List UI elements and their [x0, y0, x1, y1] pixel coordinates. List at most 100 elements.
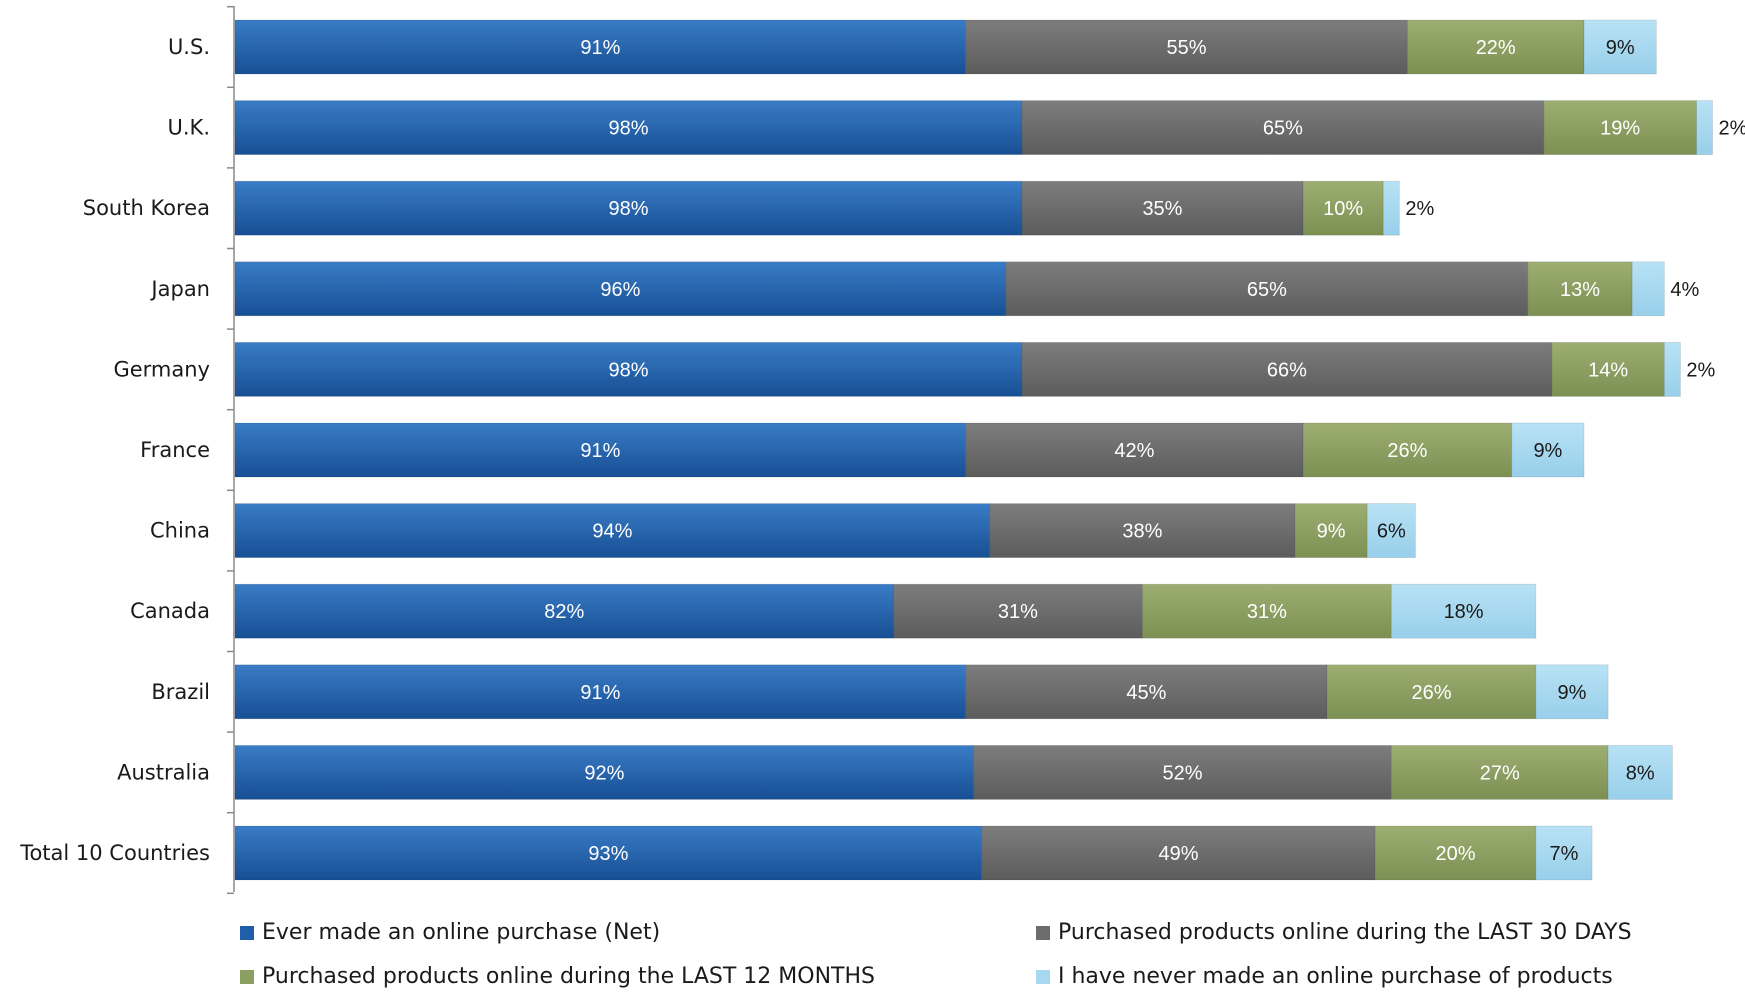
data-label: 91% [580, 440, 620, 462]
bar-segment-ever-purchased [234, 583, 894, 639]
data-label: 13% [1560, 279, 1600, 301]
bar-segment-last-12-months [1302, 422, 1513, 478]
category-label: Brazil [151, 680, 210, 704]
data-label: 9% [1317, 521, 1346, 543]
data-label: 19% [1600, 118, 1640, 140]
bar-segment-last-30-days [973, 745, 1392, 800]
data-label: 38% [1122, 521, 1162, 543]
y-axis [227, 5, 235, 895]
category-label: China [150, 519, 210, 543]
legend-label: I have never made an online purchase of … [1058, 964, 1613, 989]
category-label: U.K. [168, 116, 211, 140]
bar-segment-ever-purchased [234, 825, 983, 881]
category-label: Germany [113, 357, 210, 381]
data-label: 31% [1247, 601, 1287, 623]
bar-segment-ever-purchased [234, 745, 975, 800]
bar-segment-never-purchased [1511, 422, 1585, 478]
bar-segment-last-30-days [965, 19, 1408, 75]
legend-swatch [1036, 925, 1050, 940]
category-label: Total 10 Countries [19, 841, 210, 865]
data-label: 49% [1159, 843, 1199, 865]
bar-segment-last-12-months [1543, 100, 1697, 155]
bar-segment-never-purchased [1583, 19, 1657, 75]
data-label: 98% [608, 359, 648, 381]
category-label: Australia [117, 760, 210, 784]
data-label: 65% [1263, 118, 1303, 140]
data-label: 96% [600, 279, 640, 301]
category-label: South Korea [83, 196, 210, 220]
category-label: Canada [130, 599, 210, 623]
data-label: 10% [1323, 198, 1363, 220]
bar-segment-never-purchased [1382, 180, 1400, 236]
bar-segment-ever-purchased [234, 341, 1023, 397]
data-label: 98% [608, 118, 648, 140]
data-label: 82% [544, 601, 584, 623]
data-label: 2% [1719, 118, 1745, 140]
bar-segment-last-30-days [1021, 100, 1545, 155]
legend-item-never-purchased: I have never made an online purchase of … [1036, 964, 1613, 989]
data-label: 91% [580, 37, 620, 59]
bar-segment-never-purchased [1366, 503, 1416, 559]
data-label: 42% [1114, 440, 1154, 462]
bar-segment-last-30-days [893, 583, 1143, 639]
data-label: 26% [1411, 682, 1451, 704]
data-label: 20% [1436, 843, 1476, 865]
data-label: 9% [1558, 682, 1587, 704]
bars [234, 19, 1713, 881]
data-label: 35% [1142, 198, 1182, 220]
legend-item-last-30-days: Purchased products online during the LAS… [1036, 920, 1632, 945]
data-label: 14% [1588, 359, 1628, 381]
bar-segment-last-30-days [989, 503, 1296, 559]
bar-segment-ever-purchased [234, 100, 1023, 155]
legend-item-last-12-months: Purchased products online during the LAS… [240, 964, 875, 989]
bar-segment-last-12-months [1302, 180, 1384, 236]
data-label: 31% [998, 601, 1038, 623]
bar-segment-never-purchased [1696, 100, 1713, 155]
bar-segment-last-12-months [1527, 261, 1633, 317]
data-label: 27% [1480, 762, 1520, 784]
data-label: 65% [1247, 279, 1287, 301]
bar-segment-last-30-days [1005, 261, 1529, 317]
category-label: France [140, 438, 210, 462]
bar-segment-last-12-months [1551, 341, 1665, 397]
data-label: 2% [1686, 359, 1715, 381]
legend-swatch [240, 925, 254, 940]
data-label: 18% [1444, 601, 1484, 623]
bar-segment-last-12-months [1374, 825, 1537, 881]
bar-segment-never-purchased [1535, 825, 1593, 881]
bar-segment-last-30-days [981, 825, 1376, 881]
data-label: 9% [1533, 440, 1562, 462]
bar-segment-last-12-months [1390, 745, 1609, 800]
category-label: U.S. [168, 35, 210, 59]
legend-item-ever-purchased: Ever made an online purchase (Net) [240, 920, 660, 945]
legend: Ever made an online purchase (Net) Purch… [240, 920, 1720, 1000]
bar-segment-never-purchased [1535, 664, 1609, 720]
data-label: 9% [1606, 37, 1635, 59]
legend-label: Purchased products online during the LAS… [262, 964, 875, 989]
legend-label: Purchased products online during the LAS… [1058, 920, 1632, 945]
data-label: 45% [1126, 682, 1166, 704]
data-label: 2% [1405, 198, 1434, 220]
bar-segment-never-purchased [1390, 583, 1537, 639]
category-label: Japan [149, 277, 210, 301]
bar-segment-never-purchased [1631, 261, 1665, 317]
data-label: 4% [1670, 279, 1699, 301]
bar-segment-last-30-days [965, 422, 1304, 478]
bar-segment-ever-purchased [234, 19, 967, 75]
bar-segment-last-12-months [1406, 19, 1585, 75]
bar-segment-ever-purchased [234, 261, 1007, 317]
data-label: 94% [592, 521, 632, 543]
data-label: 7% [1550, 843, 1579, 865]
data-label: 52% [1163, 762, 1203, 784]
legend-swatch [240, 969, 254, 984]
bar-segment-last-30-days [1021, 180, 1304, 236]
data-label: 22% [1476, 37, 1516, 59]
data-label: 55% [1167, 37, 1207, 59]
stacked-bar-chart: U.S. 91% 55% 22% 9% U.K. 98% 65% 19% 2% South Kore… [19, 5, 1745, 895]
data-label: 93% [588, 843, 628, 865]
data-label: 91% [580, 682, 620, 704]
data-label: 6% [1377, 521, 1406, 543]
legend-label: Ever made an online purchase (Net) [262, 920, 661, 945]
data-label: 92% [584, 762, 624, 784]
